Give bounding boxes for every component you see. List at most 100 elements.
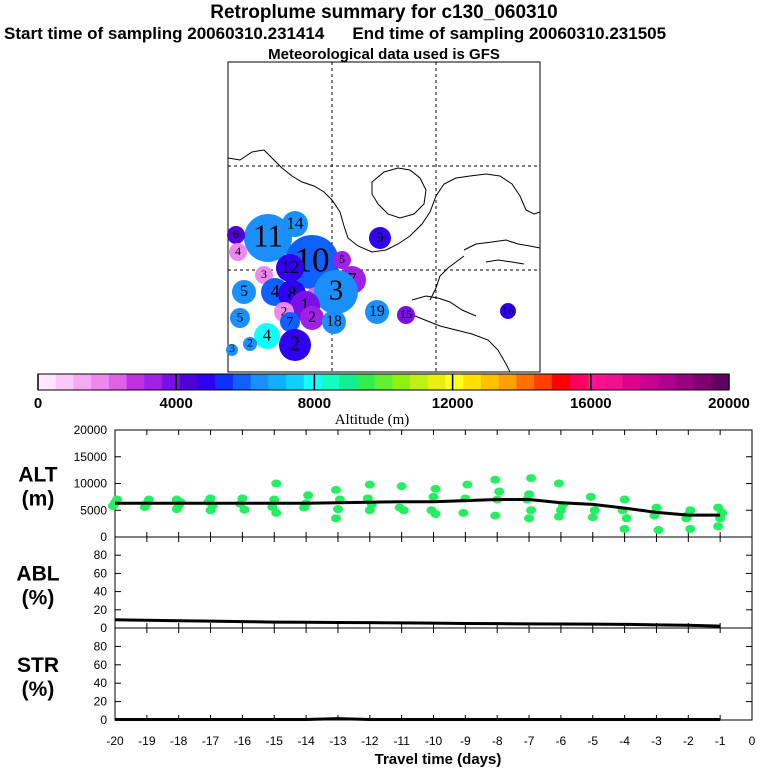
colorbar-swatch [374, 374, 393, 390]
x-tick-label: -5 [587, 734, 598, 748]
map-bubble-label: 4 [270, 281, 279, 301]
scatter-point [112, 495, 122, 504]
y-tick-label: 60 [94, 658, 108, 672]
colorbar-swatch [73, 374, 92, 390]
x-tick-label: -9 [460, 734, 471, 748]
colorbar-swatch [640, 374, 659, 390]
scatter-point [587, 513, 598, 522]
panel-frame [114, 627, 753, 721]
scatter-point [585, 492, 596, 501]
y-axis-label: ALT [18, 464, 57, 487]
map-bubble-label: 9 [376, 230, 383, 246]
scatter-point [271, 508, 282, 517]
colorbar-swatch [179, 374, 198, 390]
map-bubble-label: 5 [240, 283, 248, 300]
start-time-label: Start time of sampling 20060310.231414 [4, 24, 325, 43]
y-tick-label: 0 [100, 713, 107, 727]
y-axis-unit: (m) [22, 488, 55, 511]
x-tick-label: -8 [492, 734, 503, 748]
colorbar-swatch [604, 374, 624, 390]
map-bubble [255, 266, 273, 284]
map-bubble-label: 5 [237, 310, 244, 325]
scatter-point [619, 524, 630, 533]
coastline [399, 309, 511, 373]
colorbar-tick-label: 20000 [708, 395, 750, 412]
colorbar-swatch [622, 374, 641, 390]
x-tick-label: -4 [619, 734, 630, 748]
y-tick-label: 20 [94, 695, 108, 709]
scatter-point [330, 514, 341, 523]
x-tick-label: -10 [425, 734, 443, 748]
y-tick-label: 15000 [74, 450, 108, 464]
x-tick-label: -15 [266, 734, 284, 748]
colorbar-swatch [480, 374, 500, 390]
y-axis-unit: (%) [22, 587, 55, 610]
scatter-point [271, 479, 282, 488]
colorbar-swatch [162, 374, 181, 390]
x-tick-label: -3 [651, 734, 662, 748]
map-bubble-label: 2 [281, 304, 288, 319]
map-bubble [276, 254, 304, 282]
coastline [463, 239, 541, 251]
y-tick-label: 40 [94, 585, 108, 599]
colorbar-swatch [410, 374, 429, 390]
y-tick-label: 0 [100, 530, 107, 544]
map-bubble-label: 3 [229, 341, 235, 355]
scatter-point [171, 495, 182, 504]
map-bubble [230, 308, 250, 328]
x-tick-label: -2 [683, 734, 694, 748]
map-bubble-label: 5 [339, 252, 345, 266]
scatter-point [143, 495, 154, 504]
x-tick-label: -20 [106, 734, 124, 748]
map-bubble-label: 18 [326, 313, 342, 330]
scatter-point [524, 514, 535, 523]
y-tick-label: 5000 [80, 503, 107, 517]
x-tick-label: -12 [361, 734, 379, 748]
map-bubble-label: 3 [329, 276, 343, 307]
map-bubble-label: 11 [253, 218, 283, 253]
map-bubble [333, 251, 351, 269]
colorbar-swatch [516, 374, 535, 390]
map-bubble [244, 214, 292, 262]
scatter-point [426, 506, 437, 515]
scatter-point [651, 503, 662, 512]
colorbar-tick-label: 16000 [570, 395, 612, 412]
map-bubble-label: 19 [369, 303, 385, 320]
scatter-point [430, 484, 441, 493]
map-bubble [280, 312, 300, 332]
map-bubble [226, 344, 238, 356]
x-tick-labels: -20 -19 -18 -17 -16 -15 -14 -13 -12 -11 -10 -9 -8 -7-… [106, 734, 755, 748]
colorbar-swatch [693, 374, 712, 390]
map-bubble [322, 310, 346, 334]
map-bubble [232, 280, 256, 304]
met-data-label: Meteorological data used is GFS [268, 46, 500, 63]
colorbar-swatch [126, 374, 145, 390]
scatter-point [428, 492, 439, 501]
colorbar-swatch [38, 374, 57, 390]
scatter-point [458, 508, 469, 517]
colorbar-swatch [587, 374, 606, 390]
colorbar-swatch [339, 374, 358, 390]
x-tick-label: -11 [393, 734, 410, 748]
colorbar-swatch [108, 374, 128, 390]
map-bubble [369, 227, 391, 249]
y-axis-label: ABL [16, 563, 59, 586]
map-bubble-label: 15 [400, 307, 412, 321]
map-bubble [227, 226, 245, 244]
colorbar-swatch [286, 374, 305, 390]
map-bubble [254, 323, 280, 349]
median-line [115, 498, 721, 517]
scatter-point [553, 479, 564, 488]
scatter-point [462, 480, 473, 489]
map-bubble-label: 12 [281, 257, 299, 277]
x-tick-label: -14 [297, 734, 315, 748]
panel-abl: 0 20 40 60 80 ABL(%) [16, 536, 753, 635]
map-bubble-label: 14 [287, 214, 304, 233]
colorbar-swatch [303, 374, 322, 390]
scatter-point [619, 495, 630, 504]
x-tick-label: -1 [715, 734, 726, 748]
map-bubble-label: 2 [308, 309, 316, 326]
map-bubble-label: 8 [287, 283, 296, 303]
colorbar-swatch [711, 374, 730, 390]
